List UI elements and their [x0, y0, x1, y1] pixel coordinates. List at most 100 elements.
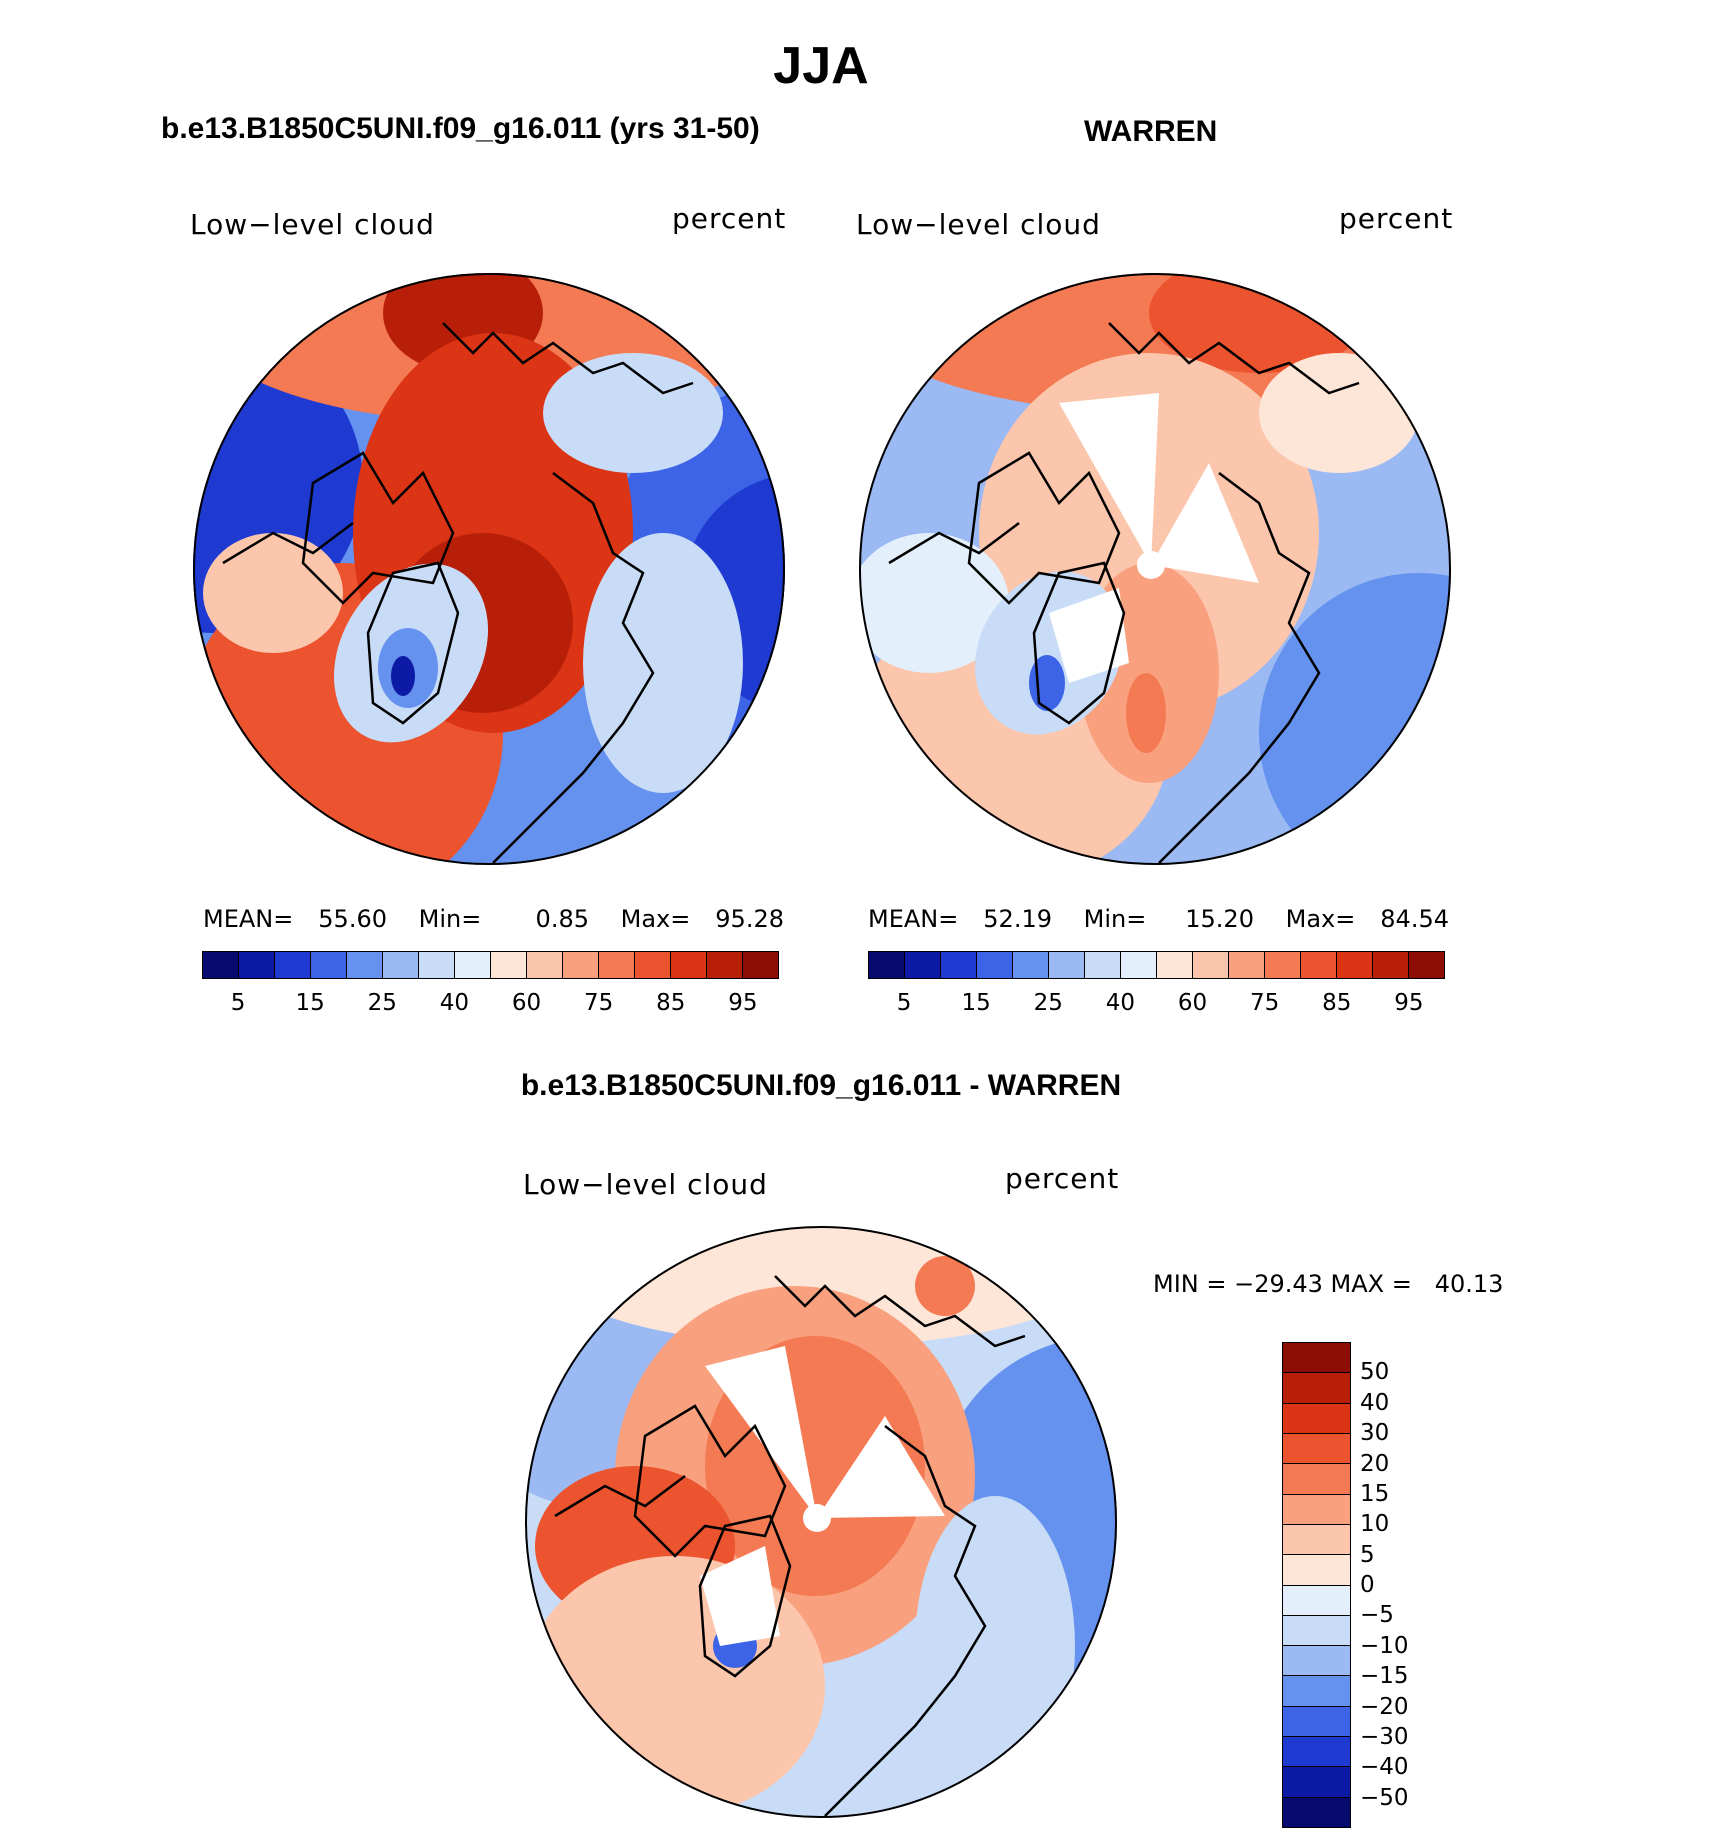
panel3-colorbar-tick-label: 10 — [1360, 1511, 1390, 1538]
panel1-colorbar-swatch — [527, 952, 563, 978]
panel2-coastline — [1108, 322, 1360, 395]
panel2-greenland-field — [1029, 655, 1065, 711]
panel3-colorbar-tick-label: 30 — [1360, 1420, 1390, 1447]
panel2-stats: MEAN= 52.19 Min= 15.20 Max= 84.54 — [868, 905, 1449, 933]
panel3-missing-data-wedge — [817, 1416, 945, 1518]
panel2-polar-map — [859, 273, 1451, 865]
panel3-pole-hole — [803, 1504, 831, 1532]
panel1-colorbar-swatch — [311, 952, 347, 978]
panel3-positive-region — [525, 1556, 825, 1816]
panel1-mid-cloud-region — [583, 533, 743, 793]
panel2-units-label: percent — [1339, 202, 1454, 235]
panel3-colorbar — [1282, 1342, 1351, 1828]
panel1-colorbar-tick-label: 75 — [584, 990, 614, 1016]
panel2-coastline — [888, 522, 1020, 565]
panel1-coastline — [222, 522, 354, 565]
panel3-colorbar-tick-label: 0 — [1360, 1572, 1375, 1598]
panel2-mean-value: 52.19 — [983, 905, 1052, 933]
panel1-stats: MEAN= 55.60 Min= 0.85 Max= 95.28 — [203, 905, 784, 933]
panel1-colorbar-swatch — [239, 952, 275, 978]
panel2-colorbar-swatch — [941, 952, 977, 978]
panel2-colorbar-swatch — [1121, 952, 1157, 978]
panel1-colorbar-swatch — [671, 952, 707, 978]
panel3-colorbar-swatch — [1283, 1705, 1350, 1737]
panel3-colorbar-swatch — [1283, 1614, 1350, 1646]
panel3-colorbar-tick-label: 20 — [1360, 1450, 1390, 1477]
panel3-colorbar-tick-label: −40 — [1360, 1754, 1409, 1781]
panel1-colorbar-swatch — [635, 952, 671, 978]
panel3-colorbar-swatch — [1283, 1372, 1350, 1403]
panel1-units-label: percent — [672, 202, 787, 235]
panel3-coastline — [698, 1514, 792, 1678]
panel1-colorbar-swatch — [275, 952, 311, 978]
panel2-colorbar-tick-label: 60 — [1177, 990, 1208, 1016]
panel3-missing-data-wedge — [700, 1546, 780, 1646]
panel2-high-cloud-region — [1126, 673, 1166, 753]
panel2-colorbar-swatch — [1157, 952, 1193, 978]
panel1-colorbar-swatch — [347, 952, 383, 978]
panel3-colorbar-tick-label: −30 — [1360, 1723, 1409, 1750]
panel3-colorbar-swatch — [1283, 1645, 1350, 1676]
panel3-colorbar-swatch — [1283, 1766, 1350, 1797]
panel3-colorbar-swatch — [1283, 1493, 1350, 1524]
panel1-colorbar-swatch — [383, 952, 419, 978]
panel1-colorbar-swatch — [455, 952, 491, 978]
panel3-coastline — [774, 1275, 1026, 1348]
panel1-mid-cloud-region — [543, 353, 723, 473]
panel1-coastline — [442, 322, 694, 395]
panel1-colorbar-swatch — [707, 952, 743, 978]
panel2-colorbar-tick-label: 25 — [1033, 990, 1063, 1016]
panel2-min-value: 15.20 — [1185, 905, 1254, 933]
panel3-colorbar-tick-label: −20 — [1360, 1693, 1409, 1720]
panel2-colorbar-tick-label: 85 — [1322, 990, 1352, 1016]
panel1-colorbar-swatch — [599, 952, 635, 978]
panel2-low-cloud-region — [1259, 573, 1451, 865]
panel3-negative-region — [915, 1496, 1075, 1796]
panel1-min-value: 0.85 — [535, 905, 589, 933]
panel2-colorbar-swatch — [1229, 952, 1265, 978]
panel1-colorbar-ticks: 5 15 25 40 60 75 85 95 — [202, 990, 779, 1020]
panel2-colorbar-swatch — [1337, 952, 1373, 978]
panel3-colorbar-swatch — [1283, 1796, 1350, 1827]
panel2-missing-data-wedge — [1151, 463, 1259, 583]
panel2-colorbar-swatch — [1013, 952, 1049, 978]
panel1-mean-value: 55.60 — [318, 905, 387, 933]
panel3-colorbar-swatch — [1283, 1463, 1350, 1494]
panel2-mean-label: MEAN= — [868, 905, 959, 933]
panel3-colorbar-tick-label: 5 — [1360, 1541, 1375, 1568]
panel1-colorbar-swatch — [203, 952, 239, 978]
panel1-colorbar-swatch — [743, 952, 778, 978]
panel3-colorbar-tick-label: 50 — [1360, 1359, 1390, 1386]
panel2-colorbar — [868, 951, 1445, 979]
panel1-colorbar — [202, 951, 779, 979]
panel1-colorbar-tick-label: 15 — [295, 990, 325, 1016]
panel3-polar-map — [525, 1226, 1117, 1818]
panel2-colorbar-swatch — [1373, 952, 1409, 978]
panel2-colorbar-swatch — [1301, 952, 1337, 978]
panel1-greenland-field — [391, 656, 415, 696]
panel1-colorbar-swatch — [491, 952, 527, 978]
panel3-colorbar-swatch — [1283, 1523, 1350, 1555]
panel2-colorbar-swatch — [905, 952, 941, 978]
panel2-map-border — [859, 273, 1451, 865]
panel2-colorbar-swatch — [1049, 952, 1085, 978]
panel1-colorbar-tick-label: 25 — [367, 990, 397, 1016]
panel2-colorbar-swatch — [977, 952, 1013, 978]
panel1-variable-label: Low−level cloud — [190, 208, 435, 241]
panel2-heading: WARREN — [1084, 115, 1218, 148]
panel1-mean-label: MEAN= — [203, 905, 294, 933]
panel2-missing-data-wedge — [1059, 393, 1159, 565]
panel3-colorbar-tick-label: −10 — [1360, 1632, 1409, 1659]
panel3-positive-region — [915, 1256, 975, 1316]
panel2-mid-cloud-region — [1259, 353, 1419, 473]
panel3-colorbar-swatch — [1283, 1432, 1350, 1464]
panel3-variable-label: Low−level cloud — [523, 1168, 768, 1201]
panel2-variable-label: Low−level cloud — [856, 208, 1101, 241]
panel3-colorbar-swatch — [1283, 1554, 1350, 1585]
panel1-max-value: 95.28 — [715, 905, 784, 933]
panel2-coastline — [1032, 561, 1126, 725]
panel3-missing-data-wedge — [705, 1346, 817, 1518]
panel2-max-value: 84.54 — [1380, 905, 1449, 933]
panel3-colorbar-swatch — [1283, 1402, 1350, 1433]
panel1-max-label: Max= — [620, 905, 691, 933]
